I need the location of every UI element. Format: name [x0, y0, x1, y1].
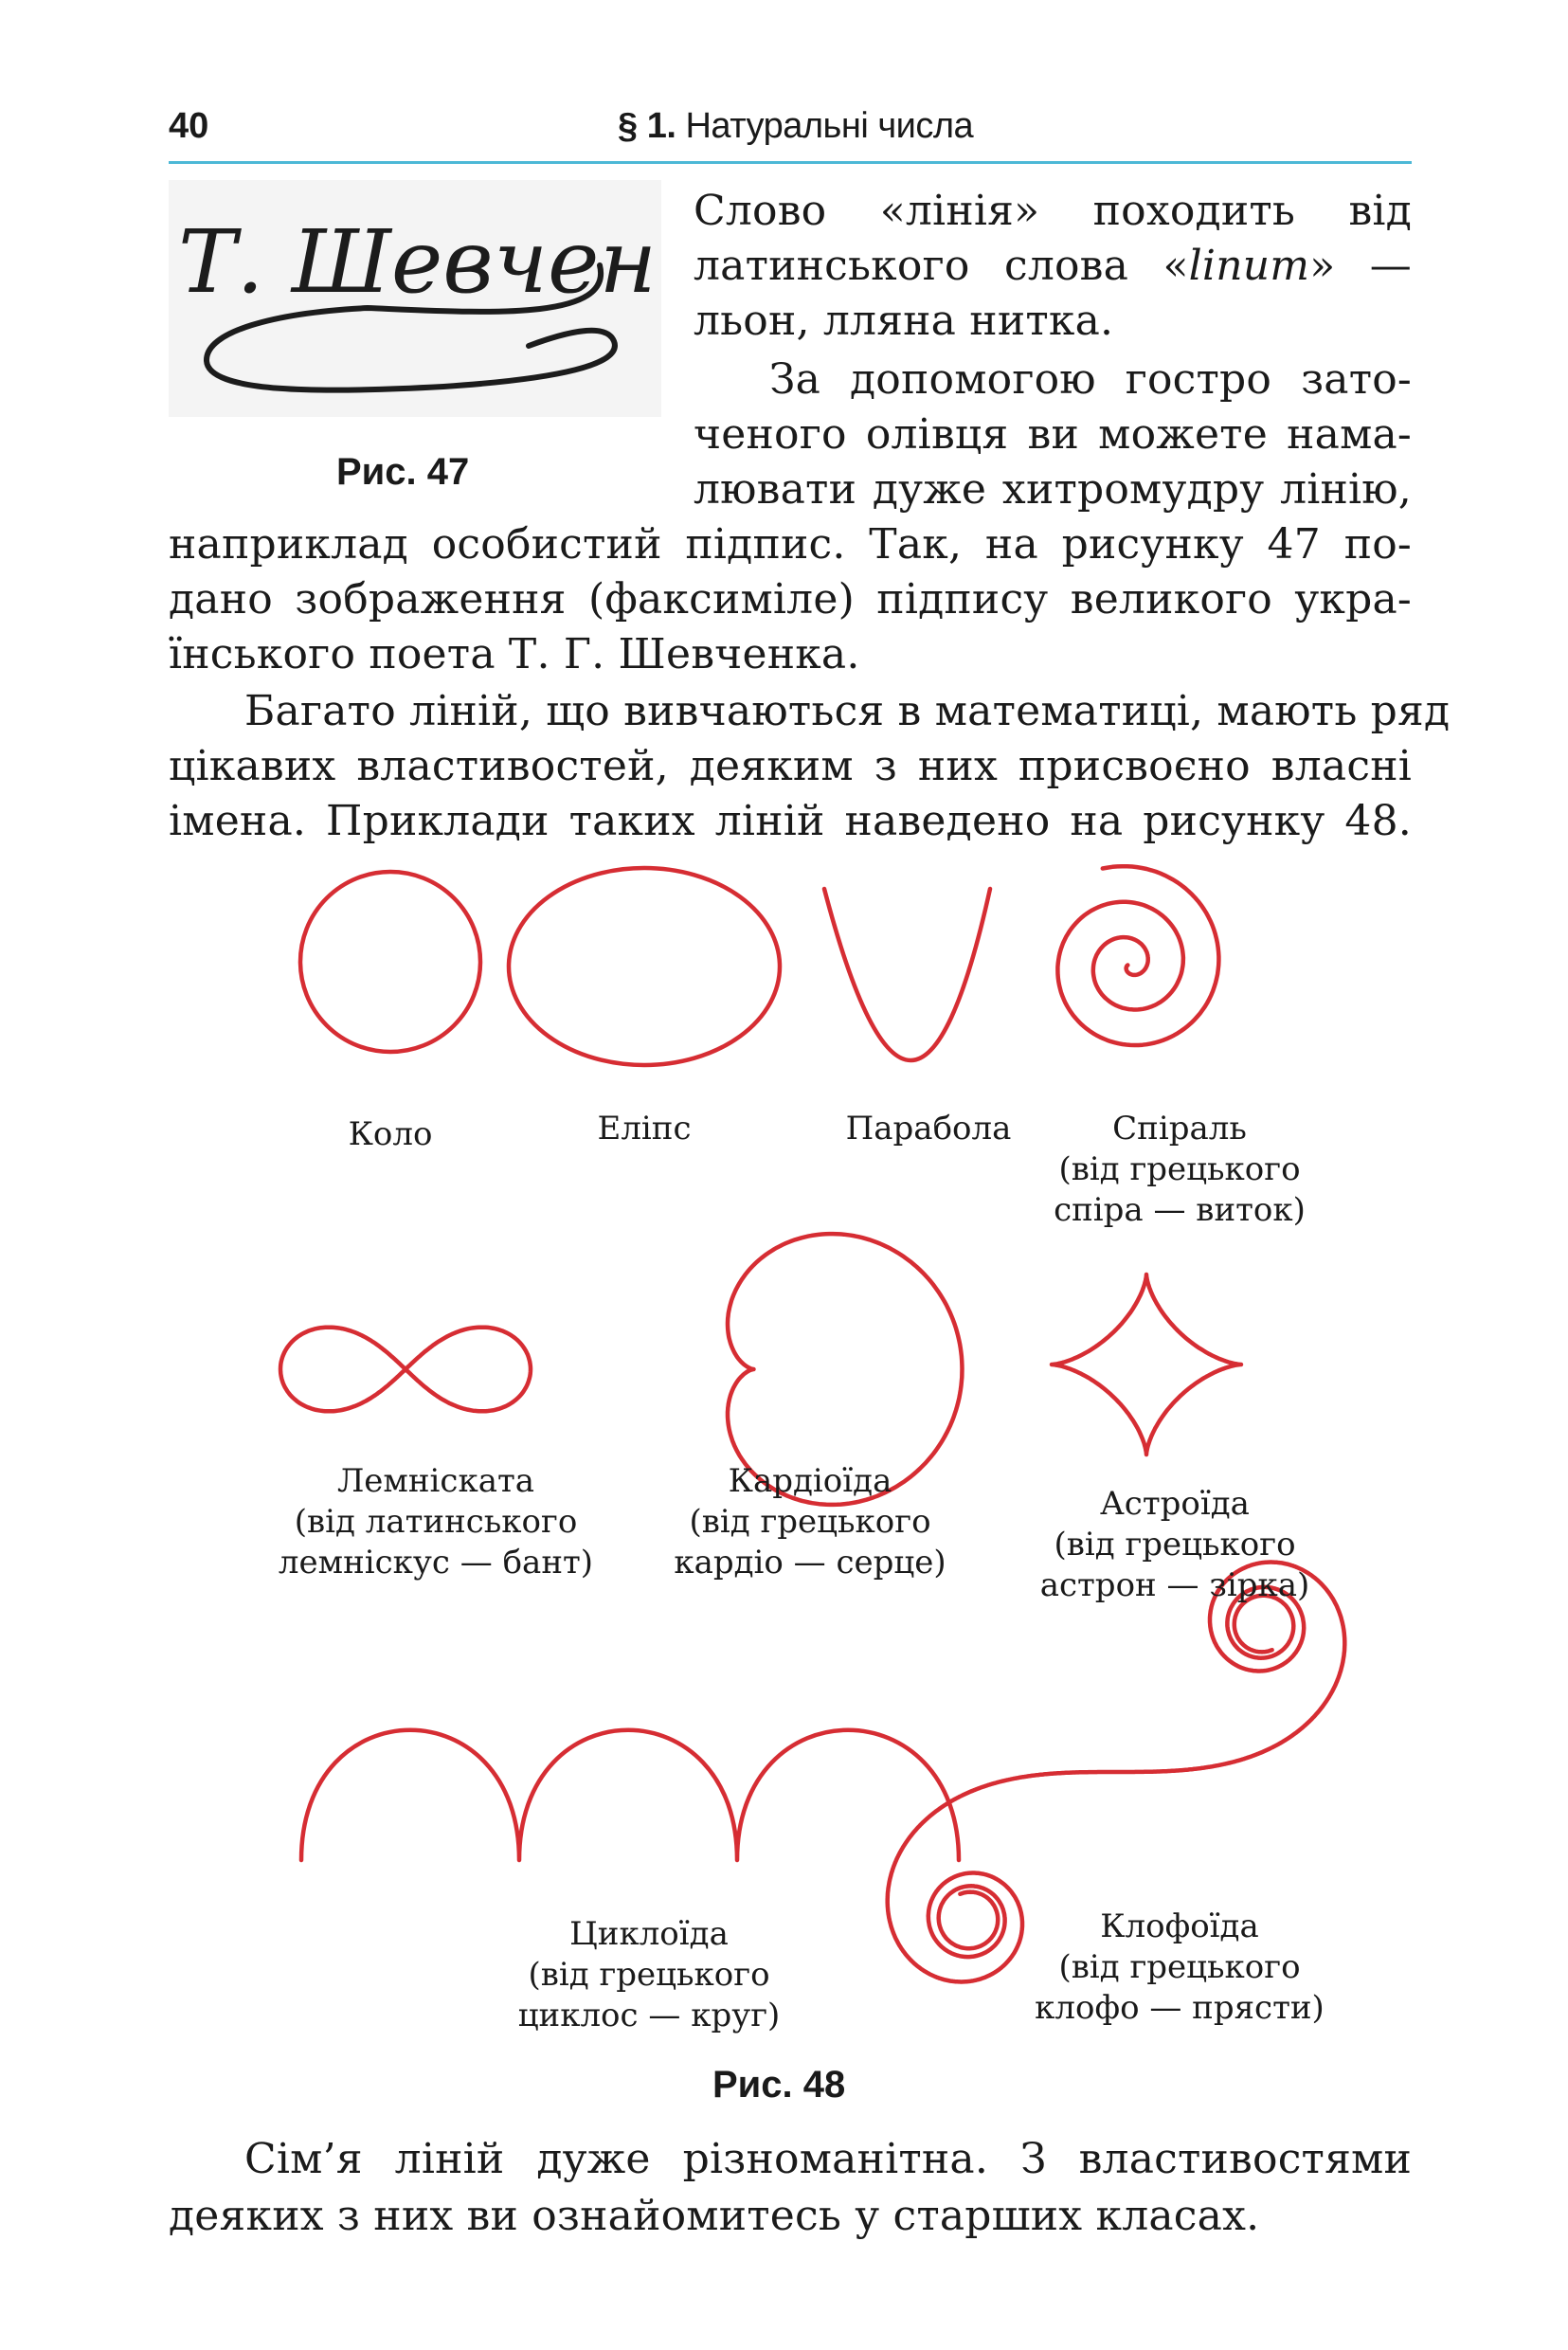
- closing-line-1: Сім’я ліній дуже різноманітна. З властив…: [244, 2135, 1412, 2183]
- para2-line-2: цікавих властивостей, деяким з них присв…: [169, 742, 1412, 790]
- ellipse-curve: [506, 865, 783, 1068]
- parabola-curve: [821, 886, 993, 1063]
- clothoid-label: Клофоїда (від грецького клофо — прясти): [1035, 1907, 1325, 2027]
- lemniscate-label: Лемніската (від латинського лемніскус — …: [278, 1462, 594, 1582]
- header-rule: [169, 161, 1412, 164]
- intro-line-3: льон, лляна нитка.: [694, 297, 1114, 345]
- clothoid-curve: [885, 1560, 1347, 1984]
- intro-line-7: наприклад особистий підпис. Так, на рису…: [169, 520, 1412, 569]
- intro-line-6: лювати дуже хитромудру лінію,: [694, 465, 1412, 514]
- intro-line-4: За допомогою гостро зато-: [769, 355, 1412, 404]
- lemniscate-curve: [278, 1325, 533, 1414]
- cycloid-curve: [298, 1727, 962, 1863]
- para2-line-3: імена. Приклади таких ліній наведено на …: [169, 797, 1412, 845]
- running-header: § 1. Натуральні числа: [618, 106, 974, 147]
- intro-line-1: Слово «лінія» походить від: [694, 187, 1412, 235]
- astroid-label: Астроїда (від грецького астрон — зірка): [1039, 1485, 1310, 1604]
- para2-line-1: Багато ліній, що вивчаються в математиці…: [244, 687, 1451, 735]
- cardioid-curve: [725, 1231, 964, 1508]
- section-title: Натуральні числа: [685, 106, 974, 146]
- circle-label: Коло: [348, 1115, 433, 1153]
- ellipse-label: Еліпс: [597, 1110, 692, 1148]
- cycloid-label: Циклоїда (від грецького циклос — круг): [517, 1915, 781, 2034]
- intro-line-9: їнського поета Т. Г. Шевченка.: [169, 630, 860, 678]
- fig48-caption: Рис. 48: [712, 2064, 846, 2106]
- closing-line-2: деяких з них ви ознайомитесь у старших к…: [169, 2192, 1260, 2240]
- spiral-curve: [1055, 863, 1221, 1048]
- section-number: § 1.: [618, 106, 676, 146]
- signature-image: Т. Шевченко: [169, 180, 661, 417]
- cardioid-label: Кардіоїда (від грецького кардіо — серце): [674, 1462, 946, 1582]
- intro-line-2: латинського слова «linum» —: [694, 242, 1412, 290]
- latin-word: linum: [1188, 242, 1310, 290]
- circle-curve: [297, 869, 483, 1055]
- astroid-curve: [1049, 1272, 1244, 1457]
- fig47-caption: Рис. 47: [336, 451, 470, 493]
- intro-line-5: ченого олівця ви можете нама-: [694, 410, 1412, 459]
- intro-line-8: дано зображення (факсиміле) підпису вели…: [169, 575, 1412, 624]
- parabola-label: Парабола: [845, 1110, 1012, 1148]
- page-number: 40: [169, 106, 209, 146]
- spiral-label: Спіраль (від грецького спіра — виток): [1054, 1110, 1306, 1229]
- signature-text: Т. Шевченко: [178, 211, 661, 313]
